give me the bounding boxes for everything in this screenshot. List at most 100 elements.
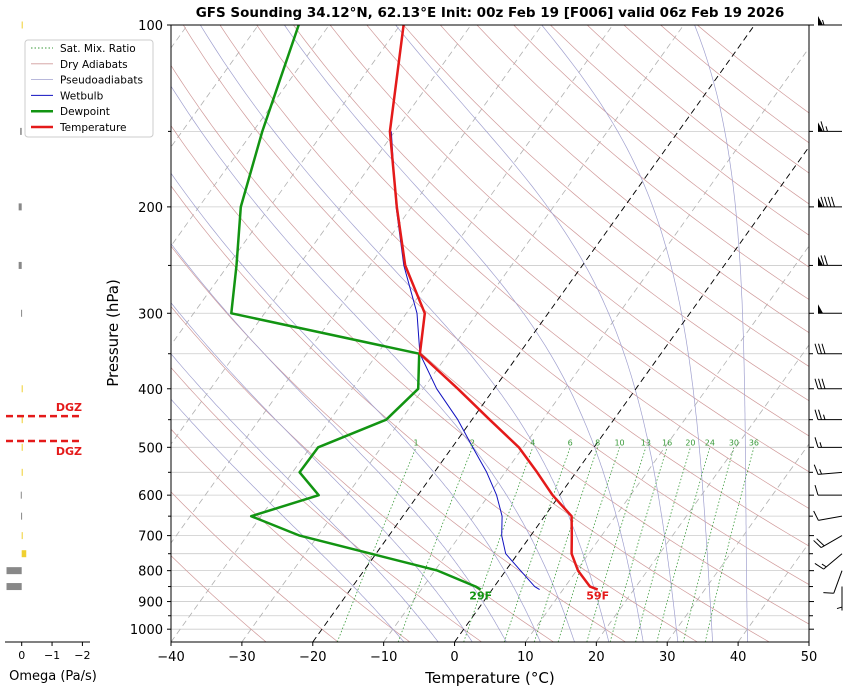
dry-adiabat [697,25,809,114]
dry-adiabat [171,491,339,642]
omega-bar [21,468,23,476]
annotation: 59F [586,590,609,603]
x-tick-label: 0 [450,650,458,665]
dry-adiabat [476,25,809,300]
omega-tick-label: −2 [74,649,90,662]
profile-line [230,25,482,591]
mixing-ratio-line [609,447,668,642]
omega-bar [21,385,23,393]
dry-adiabat [171,366,482,642]
mixing-ratio-label: 13 [641,438,651,447]
wind-barb [814,409,842,421]
barb-line [818,343,822,354]
barb-line [813,464,819,475]
omega-axis-label: Omega (Pa/s) [9,669,97,684]
x-tick-label: 10 [517,650,534,665]
y-tick-label: 600 [138,489,163,504]
mixing-ratio-line [586,447,647,642]
dgz-label: DGZ [56,445,82,458]
legend-label: Dry Adiabats [60,59,128,71]
mixing-ratio-line [682,447,735,642]
wind-barb [813,464,843,475]
x-axis-label: Temperature (°C) [424,669,554,687]
pseudoadiabat [171,302,473,642]
dry-adiabat [171,64,809,625]
barb-line [814,437,819,448]
isotherm [171,25,401,346]
pseudoadiabat [171,353,439,642]
dry-adiabat [366,25,809,402]
isotherm [666,443,809,642]
isotherm [808,641,809,642]
barb-line [818,378,822,389]
barb-half [823,414,826,420]
barb-flag [818,256,823,266]
wind-barb [813,535,843,549]
legend-label: Pseudoadiabats [60,75,143,87]
legend-label: Temperature [59,122,127,134]
isotherm [171,25,472,445]
barb-half [825,126,828,132]
omega-bar [20,491,22,499]
y-axis-label: Pressure (hPa) [104,279,122,387]
dry-adiabat [586,25,809,205]
dry-adiabat [513,25,809,268]
wind-barb [836,586,843,611]
pseudoadiabat [171,398,405,642]
barb-flag [818,197,823,207]
dgz-label: DGZ [56,401,82,414]
omega-bar [21,21,23,29]
wind-barb [818,255,842,266]
wind-barb [814,378,842,390]
isotherm [171,25,543,544]
isotherm [737,542,809,642]
dry-adiabat [550,25,809,236]
pseudoadiabat [171,85,575,642]
barb-staff [820,535,843,549]
wind-barb [814,343,842,355]
pseudoadiabat [284,25,644,642]
legend-label: Dewpoint [60,106,110,118]
barb-line [827,196,832,208]
omega-tick-label: −1 [44,649,60,662]
x-tick-label: −10 [370,650,397,665]
y-tick-label: 300 [138,307,163,322]
mixing-ratio-label: 6 [568,438,573,447]
isotherm [383,47,809,642]
barb-line [814,485,819,496]
x-tick-label: −20 [299,650,326,665]
legend-label: Sat. Mix. Ratio [60,43,136,55]
legend: Sat. Mix. Ratio Dry Adiabats Pseudoadiabat… [24,39,154,138]
barb-half [836,606,843,610]
omega-bar [21,512,23,520]
barb-line [823,592,834,594]
pseudoadiabat [694,25,748,642]
isotherm [454,146,809,642]
pseudoadiabat [200,25,610,642]
pseudoadiabat [171,172,541,642]
legend-box [24,39,154,138]
dry-adiabat [171,428,411,642]
mixing-ratio-line [704,447,755,642]
mixing-ratio-label: 30 [729,438,739,447]
mixing-ratio-label: 1 [414,438,419,447]
barb-line [820,255,825,266]
barb-line [824,255,828,266]
chart-title: GFS Sounding 34.12°N, 62.13°E Init: 00z … [196,5,785,21]
wind-barb [814,485,842,496]
dry-adiabat [219,25,809,547]
wind-barb [813,510,843,521]
omega-bar [21,550,27,558]
mixing-ratio-line [463,447,534,642]
barb-line [816,538,825,547]
y-tick-label: 200 [138,201,163,216]
mixing-ratio-label: 16 [662,438,672,447]
x-tick-label: 40 [730,650,747,665]
wind-barb [818,16,842,26]
x-tick-label: −30 [228,650,255,665]
barb-line [813,510,819,521]
wind-barb [818,121,842,132]
x-tick-label: −40 [157,650,184,665]
omega-bar [20,127,22,135]
isotherm [171,25,259,148]
